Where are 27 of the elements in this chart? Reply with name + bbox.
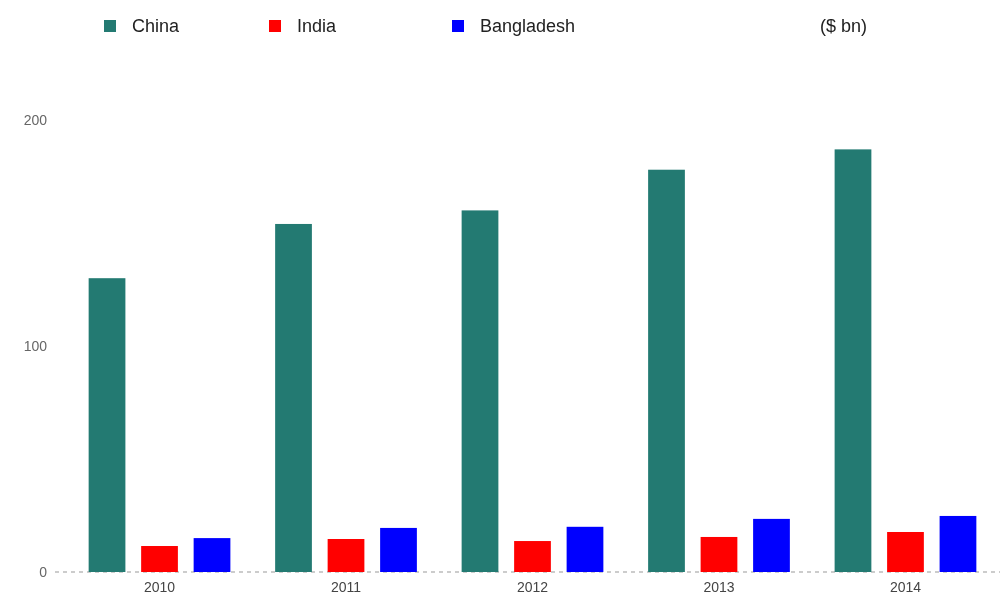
bar [887, 532, 924, 572]
y-tick-label: 200 [23, 111, 48, 128]
legend-label: India [297, 16, 338, 36]
bar [753, 518, 790, 572]
legend-label: Bangladesh [480, 16, 576, 36]
bar [461, 210, 499, 572]
bar [834, 149, 872, 572]
bar [275, 223, 312, 572]
bar [193, 538, 231, 572]
bar [514, 541, 551, 572]
bar [88, 278, 126, 572]
x-tick-label: 2014 [889, 578, 922, 595]
legend-label: China [132, 16, 181, 36]
bar [939, 515, 977, 572]
x-tick-label: 2011 [330, 578, 362, 595]
bar [648, 169, 685, 572]
x-tick-label: 2013 [703, 578, 735, 595]
bar [566, 526, 604, 572]
x-tick-label: 2010 [143, 578, 176, 595]
x-tick-label: 2012 [516, 578, 549, 595]
text: ($ bn) [820, 16, 868, 36]
y-tick-label: 100 [23, 337, 48, 354]
bar [327, 539, 365, 572]
y-tick-label: 0 [39, 563, 48, 580]
bar [700, 536, 738, 572]
bar [141, 546, 178, 572]
bar [380, 527, 417, 572]
